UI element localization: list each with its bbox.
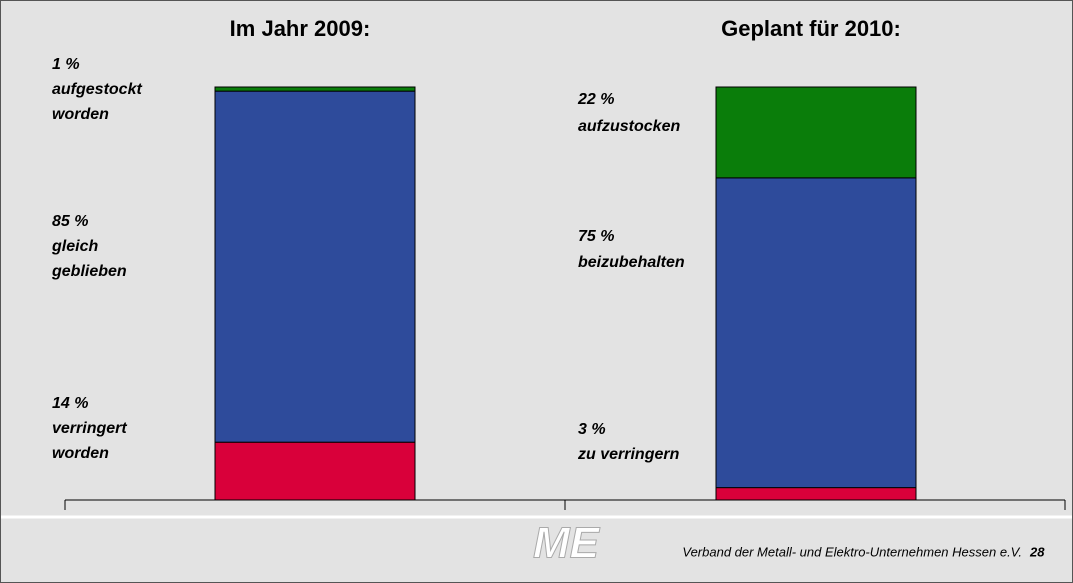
segment-label: beizubehalten <box>578 254 685 271</box>
category-title: Im Jahr 2009: <box>230 16 371 41</box>
bar-segment <box>214 86 416 92</box>
value-label: 85 % <box>52 213 88 230</box>
bar-segment <box>715 487 917 501</box>
segment-label: gleich <box>51 238 98 255</box>
segment-label: aufzustocken <box>578 118 680 135</box>
footer-text: Verband der Metall- und Elektro-Unterneh… <box>682 544 1022 559</box>
value-label: 75 % <box>578 228 614 245</box>
segment-label: worden <box>52 106 109 123</box>
page-number: 28 <box>1029 544 1045 559</box>
segment-label: aufgestockt <box>52 81 142 98</box>
value-label: 22 % <box>577 91 614 108</box>
segment-label: zu verringern <box>577 446 680 463</box>
category-title: Geplant für 2010: <box>721 16 901 41</box>
value-label: 1 % <box>52 56 80 73</box>
bar-segment <box>715 86 917 179</box>
segment-label: geblieben <box>51 263 127 280</box>
value-label: 3 % <box>578 421 606 438</box>
bar-segment <box>214 441 416 501</box>
bar-segment <box>715 177 917 489</box>
segment-label: verringert <box>52 420 127 437</box>
segment-label: worden <box>52 445 109 462</box>
bar-segment <box>214 90 416 443</box>
value-label: 14 % <box>52 395 88 412</box>
logo: ME <box>533 519 601 568</box>
